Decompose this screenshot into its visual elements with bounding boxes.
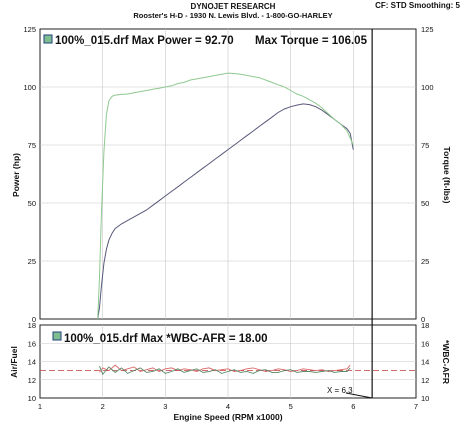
marker-label: X = 6.3 — [327, 386, 353, 395]
power-axis-label: Power (hp) — [11, 153, 21, 197]
bottom-gridlines — [40, 325, 416, 398]
x-tick: 7 — [414, 402, 418, 411]
power-curve — [97, 103, 354, 320]
power-legend-icon — [43, 34, 53, 44]
bottom-left-tick-labels: 10 12 14 16 18 — [28, 321, 36, 403]
x-tick: 4 — [226, 402, 230, 411]
afr-legend-text: 100%_015.drf Max *WBC-AFR = 18.00 — [64, 333, 268, 345]
bottom-right-tick: 14 — [421, 358, 429, 367]
top-right-tick-labels: 0 25 50 75 100 125 — [421, 25, 434, 324]
bottom-left-tick: 10 — [28, 394, 36, 403]
x-axis-label: Engine Speed (RPM x1000) — [173, 412, 282, 422]
top-right-tick: 25 — [421, 257, 429, 266]
bottom-right-tick: 16 — [421, 339, 429, 348]
top-legend: 100%_015.drf Max Power = 92.70 Max Torqu… — [43, 34, 368, 47]
bottom-left-tick: 14 — [28, 358, 36, 367]
x-tick: 3 — [163, 402, 167, 411]
top-right-tick: 50 — [421, 199, 429, 208]
top-right-tick: 125 — [421, 25, 434, 34]
top-left-tick: 0 — [32, 315, 36, 324]
top-right-tick: 0 — [421, 315, 425, 324]
power-torque-panel: 0 25 50 75 100 125 0 25 50 75 100 125 100%_015.drf… — [11, 25, 452, 324]
top-left-tick: 100 — [23, 83, 36, 92]
x-tick: 6 — [351, 402, 355, 411]
bottom-right-tick: 12 — [421, 376, 429, 385]
bottom-legend: 100%_015.drf Max *WBC-AFR = 18.00 — [52, 331, 268, 345]
chart-header-title: DYNOJET RESEARCH — [190, 2, 276, 11]
rpm-marker-pointer — [345, 392, 373, 399]
top-left-tick: 50 — [28, 199, 36, 208]
torque-curve — [97, 72, 354, 320]
wbc-afr-axis-label: *WBC-AFR — [441, 340, 451, 384]
afr-curve-2 — [99, 365, 351, 376]
bottom-left-tick: 16 — [28, 339, 36, 348]
top-left-tick: 125 — [23, 25, 36, 34]
bottom-right-tick: 10 — [421, 394, 429, 403]
bottom-right-tick: 18 — [421, 321, 429, 330]
correction-factor-label: CF: STD Smoothing: 5 — [375, 1, 460, 10]
x-tick-labels: 1 2 3 4 5 6 7 — [38, 402, 418, 411]
bottom-left-tick: 18 — [28, 321, 36, 330]
x-tick: 1 — [38, 402, 42, 411]
power-legend-text: 100%_015.drf Max Power = 92.70 — [55, 35, 234, 47]
torque-axis-label: Torque (ft-lbs) — [442, 147, 452, 204]
top-left-tick: 75 — [28, 141, 36, 150]
airfuel-axis-label: Air/Fuel — [9, 346, 19, 378]
top-right-tick: 100 — [421, 83, 434, 92]
afr-legend-icon — [52, 331, 62, 341]
x-tick: 2 — [101, 402, 105, 411]
top-right-tick: 75 — [421, 141, 429, 150]
torque-legend-text: Max Torque = 106.05 — [255, 35, 368, 47]
top-left-tick-labels: 0 25 50 75 100 125 — [23, 25, 36, 324]
bottom-right-tick-labels: 10 12 14 16 18 — [421, 321, 429, 403]
bottom-left-tick: 12 — [28, 376, 36, 385]
afr-curve-1 — [99, 364, 351, 373]
x-tick: 5 — [289, 402, 293, 411]
top-left-tick: 25 — [28, 257, 36, 266]
chart-header-subtitle: Rooster's H-D - 1930 N. Lewis Blvd. - 1-… — [133, 11, 333, 20]
